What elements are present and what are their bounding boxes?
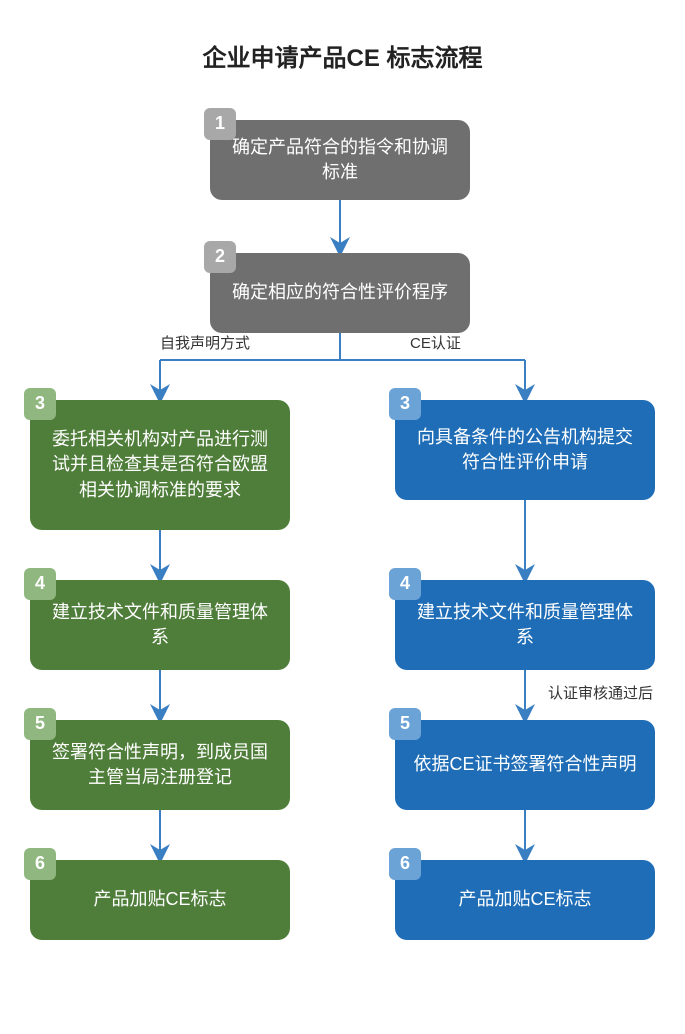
diagram-title: 企业申请产品CE 标志流程: [0, 38, 685, 73]
flow-node-number-badge: 3: [24, 388, 56, 420]
flow-node-l6: 产品加贴CE标志6: [30, 860, 290, 940]
flow-node-number-badge: 5: [389, 708, 421, 740]
flow-node-label: 签署符合性声明，到成员国主管当局注册登记: [48, 740, 272, 790]
flow-node-label: 建立技术文件和质量管理体系: [413, 600, 637, 650]
flow-node-number-badge: 2: [204, 241, 236, 273]
flow-node-label: 依据CE证书签署符合性声明: [413, 752, 636, 777]
flow-node-label: 委托相关机构对产品进行测试并且检查其是否符合欧盟相关协调标准的要求: [48, 427, 272, 503]
flow-node-number-badge: 4: [24, 568, 56, 600]
flow-node-l3: 委托相关机构对产品进行测试并且检查其是否符合欧盟相关协调标准的要求3: [30, 400, 290, 530]
flow-node-number-badge: 1: [204, 108, 236, 140]
edge-label: 自我声明方式: [160, 332, 250, 353]
flow-node-label: 产品加贴CE标志: [93, 887, 226, 912]
flow-node-r4: 建立技术文件和质量管理体系4: [395, 580, 655, 670]
flow-node-label: 确定产品符合的指令和协调标准: [228, 135, 452, 185]
flow-node-label: 确定相应的符合性评价程序: [232, 280, 448, 305]
flow-node-number-badge: 3: [389, 388, 421, 420]
flow-node-label: 产品加贴CE标志: [458, 887, 591, 912]
flow-node-number-badge: 5: [24, 708, 56, 740]
flow-node-n1: 确定产品符合的指令和协调标准1: [210, 120, 470, 200]
flow-node-l5: 签署符合性声明，到成员国主管当局注册登记5: [30, 720, 290, 810]
flow-node-r5: 依据CE证书签署符合性声明5: [395, 720, 655, 810]
flow-node-r6: 产品加贴CE标志6: [395, 860, 655, 940]
edge-label: 认证审核通过后: [548, 682, 653, 703]
edge-label: CE认证: [410, 332, 461, 353]
flow-node-n2: 确定相应的符合性评价程序2: [210, 253, 470, 333]
flow-node-r3: 向具备条件的公告机构提交符合性评价申请3: [395, 400, 655, 500]
flow-node-number-badge: 4: [389, 568, 421, 600]
flow-node-number-badge: 6: [24, 848, 56, 880]
flow-node-label: 建立技术文件和质量管理体系: [48, 600, 272, 650]
flow-node-l4: 建立技术文件和质量管理体系4: [30, 580, 290, 670]
flow-node-number-badge: 6: [389, 848, 421, 880]
flow-node-label: 向具备条件的公告机构提交符合性评价申请: [413, 425, 637, 475]
